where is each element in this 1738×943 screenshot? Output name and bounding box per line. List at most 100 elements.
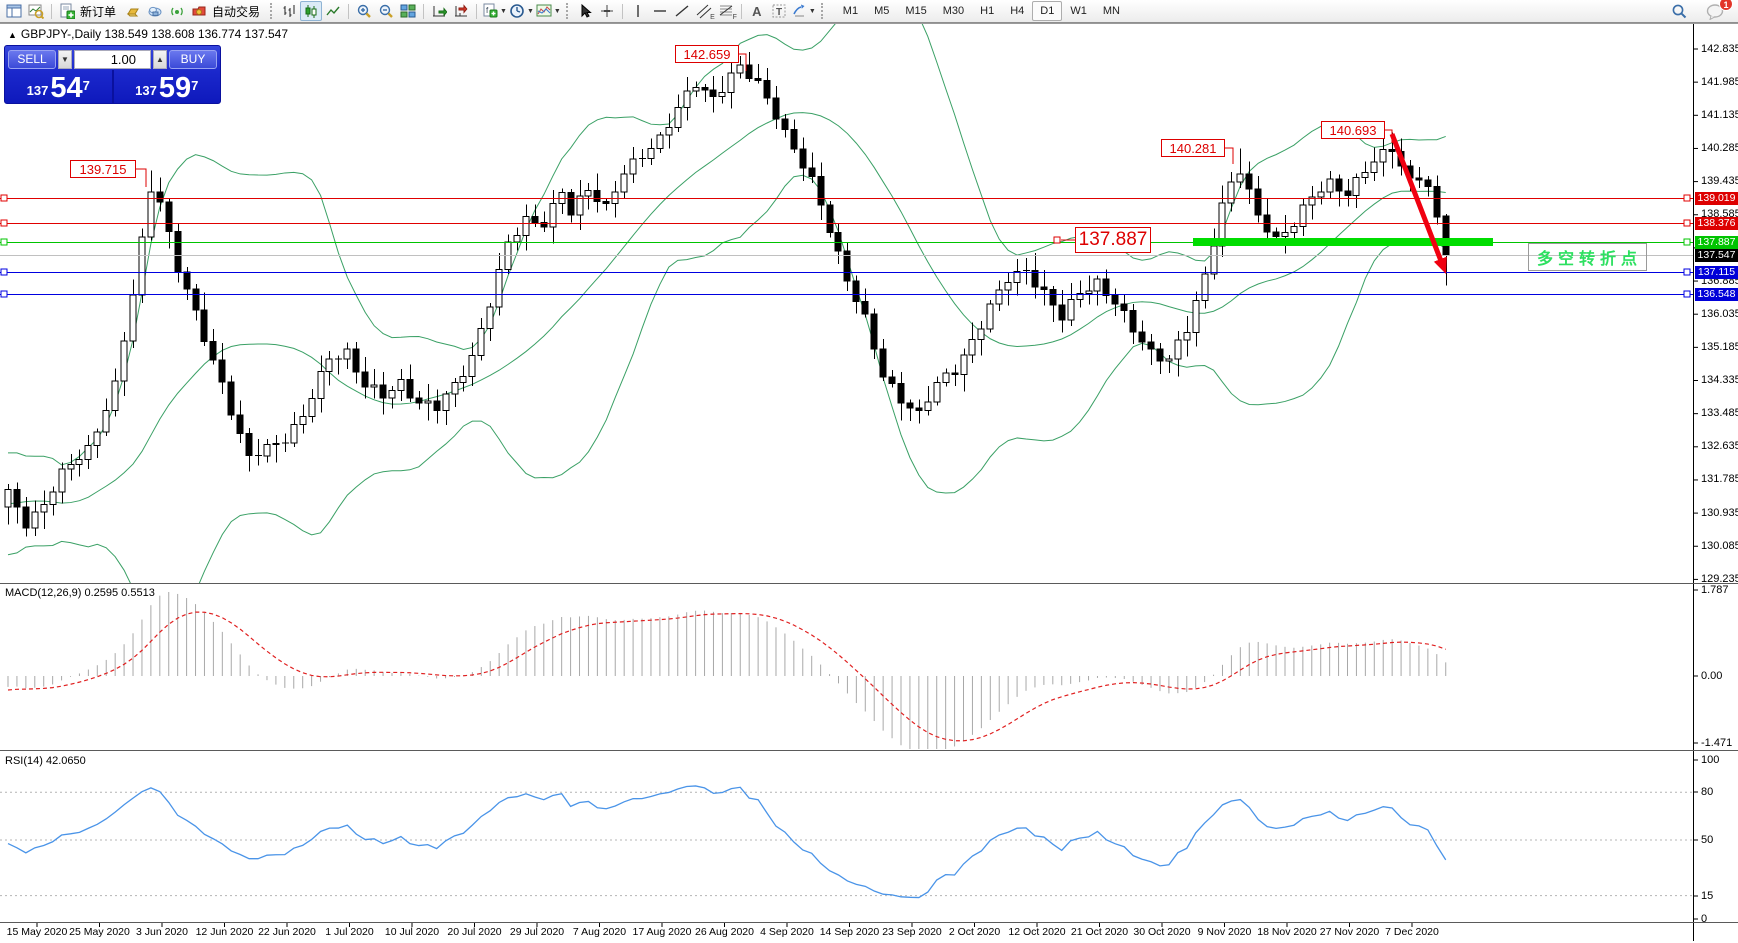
line-anchor-handle[interactable]: [0, 194, 8, 202]
candlestick-type-icon[interactable]: [300, 1, 323, 21]
deposit-icon[interactable]: [122, 1, 144, 21]
line-anchor-handle[interactable]: [0, 290, 8, 298]
callout-connector: [1225, 147, 1234, 164]
timeframe-w1[interactable]: W1: [1070, 5, 1087, 17]
date-axis-label: 4 Sep 2020: [760, 926, 814, 938]
date-axis-label: 10 Jul 2020: [384, 926, 440, 938]
rsi-label: RSI(14) 42.0650: [5, 755, 86, 767]
cloud-icon[interactable]: [144, 1, 166, 21]
volume-input[interactable]: 1.00: [74, 49, 151, 69]
line-anchor-handle[interactable]: [0, 219, 8, 227]
buy-button[interactable]: BUY: [169, 49, 217, 69]
line-chart-type-icon[interactable]: [322, 1, 344, 21]
date-axis-label: 17 Aug 2020: [632, 926, 692, 938]
symbol-title: ▲ GBPJPY-,Daily 138.549 138.608 136.774 1…: [8, 27, 288, 41]
auto-trading-icon[interactable]: [188, 1, 210, 21]
price-chip-139.019: 139.019: [1695, 192, 1738, 205]
price-axis-tick: 129.235: [1701, 572, 1738, 585]
line-anchor-handle[interactable]: [1683, 290, 1691, 298]
notification-badge: 1: [1719, 0, 1733, 11]
cursor-icon[interactable]: [574, 1, 596, 21]
price-callout[interactable]: 140.693: [1321, 121, 1385, 139]
signal-icon[interactable]: [166, 1, 188, 21]
svg-text:f: f: [486, 6, 489, 15]
price-chip-137.547: 137.547: [1695, 249, 1738, 262]
chart-annotation-text[interactable]: 多空转折点: [1528, 243, 1648, 271]
sell-button[interactable]: SELL: [8, 49, 56, 69]
chart-window-icon[interactable]: [3, 1, 25, 21]
profile-chart-icon[interactable]: [25, 1, 47, 21]
chart-frame: [0, 23, 1738, 941]
price-axis-tick: 141.135: [1701, 108, 1738, 121]
sell-price[interactable]: 137 54 7: [5, 70, 114, 103]
timeframe-m30[interactable]: M30: [942, 5, 965, 17]
volume-up-stepper[interactable]: ▲: [153, 49, 167, 69]
date-axis-label: 12 Jun 2020: [195, 926, 254, 938]
buy-price[interactable]: 137 59 7: [114, 70, 221, 103]
timeframe-h1[interactable]: H1: [980, 5, 995, 17]
macd-label: MACD(12,26,9) 0.2595 0.5513: [5, 587, 155, 599]
chat-icon[interactable]: 1: [1704, 0, 1733, 21]
trend-arrow[interactable]: [1389, 133, 1447, 275]
bar-chart-type-icon[interactable]: [278, 1, 300, 21]
date-axis-label: 15 May 2020: [6, 926, 68, 938]
date-axis-label: 26 Aug 2020: [695, 926, 754, 938]
line-anchor-handle[interactable]: [1053, 236, 1061, 244]
new-order-icon[interactable]: [56, 1, 78, 21]
line-anchor-handle[interactable]: [1683, 194, 1691, 202]
line-anchor-handle[interactable]: [1683, 238, 1691, 246]
date-axis-label: 14 Sep 2020: [819, 926, 880, 938]
timeframe-mn[interactable]: MN: [1102, 5, 1120, 17]
tile-windows-icon[interactable]: [397, 1, 419, 21]
auto-scroll-icon[interactable]: [428, 1, 450, 21]
search-icon[interactable]: [1668, 1, 1690, 21]
date-axis-label: 7 Dec 2020: [1385, 926, 1439, 938]
trendline-tool-icon[interactable]: [671, 1, 693, 21]
hline-objects: [0, 194, 1693, 298]
vertical-line-tool-icon[interactable]: [627, 1, 649, 21]
toolbar: 新订单 自动交易 f ▼ ▼ ▼ E F A T ▼ M1 M5 M15 M3: [0, 0, 1738, 23]
volume-down-stepper[interactable]: ▼: [58, 49, 72, 69]
collapse-quote-panel-icon[interactable]: ▲: [8, 30, 17, 40]
timeframe-h4[interactable]: H4: [1010, 5, 1025, 17]
auto-trading-label[interactable]: 自动交易: [212, 4, 261, 19]
price-chip-137.887: 137.887: [1695, 236, 1738, 249]
arrows-tool-icon[interactable]: ▼: [790, 1, 817, 21]
zoom-in-icon[interactable]: [353, 1, 375, 21]
equidistant-channel-tool-icon[interactable]: E: [693, 1, 715, 21]
price-callout[interactable]: 139.715: [70, 160, 136, 178]
sell-price-pipette: 7: [82, 78, 90, 93]
indicators-icon[interactable]: ▼: [535, 1, 562, 21]
price-callout[interactable]: 142.659: [675, 45, 739, 63]
price-callout[interactable]: 140.281: [1161, 139, 1225, 157]
zoom-out-icon[interactable]: [375, 1, 397, 21]
text-label-tool-icon[interactable]: T: [768, 1, 790, 21]
timeframe-m15[interactable]: M15: [905, 5, 927, 17]
price-axis-tick: 135.185: [1701, 340, 1738, 353]
new-order-label[interactable]: 新订单: [80, 4, 117, 19]
rsi-axis-tick: 100: [1701, 753, 1720, 766]
price-callout[interactable]: 137.887: [1075, 227, 1151, 253]
date-axis-label: 7 Aug 2020: [572, 926, 627, 938]
periods-icon[interactable]: ▼: [508, 1, 535, 21]
templates-icon[interactable]: f ▼: [483, 3, 507, 18]
timeframe-d1[interactable]: D1: [1032, 1, 1063, 21]
date-axis-label: 21 Oct 2020: [1070, 926, 1129, 938]
timeframe-m1[interactable]: M1: [842, 5, 859, 17]
date-axis-label: 23 Sep 2020: [882, 926, 942, 938]
one-click-trading-panel: SELL ▼ 1.00 ▲ BUY 137 54 7 137 59 7: [4, 45, 221, 104]
line-anchor-handle[interactable]: [1683, 219, 1691, 227]
candlestick-series: [4, 51, 1450, 537]
line-anchor-handle[interactable]: [0, 238, 8, 246]
text-tool-icon[interactable]: A: [746, 1, 768, 21]
line-anchor-handle[interactable]: [1683, 268, 1691, 276]
line-anchor-handle[interactable]: [0, 268, 8, 276]
horizontal-line-tool-icon[interactable]: [649, 1, 671, 21]
crosshair-icon[interactable]: [596, 1, 618, 21]
fibonacci-tool-icon[interactable]: F: [715, 1, 737, 21]
buy-price-pipette: 7: [191, 78, 199, 93]
chart-shift-icon[interactable]: [450, 1, 472, 21]
timeframe-m5[interactable]: M5: [874, 5, 890, 17]
